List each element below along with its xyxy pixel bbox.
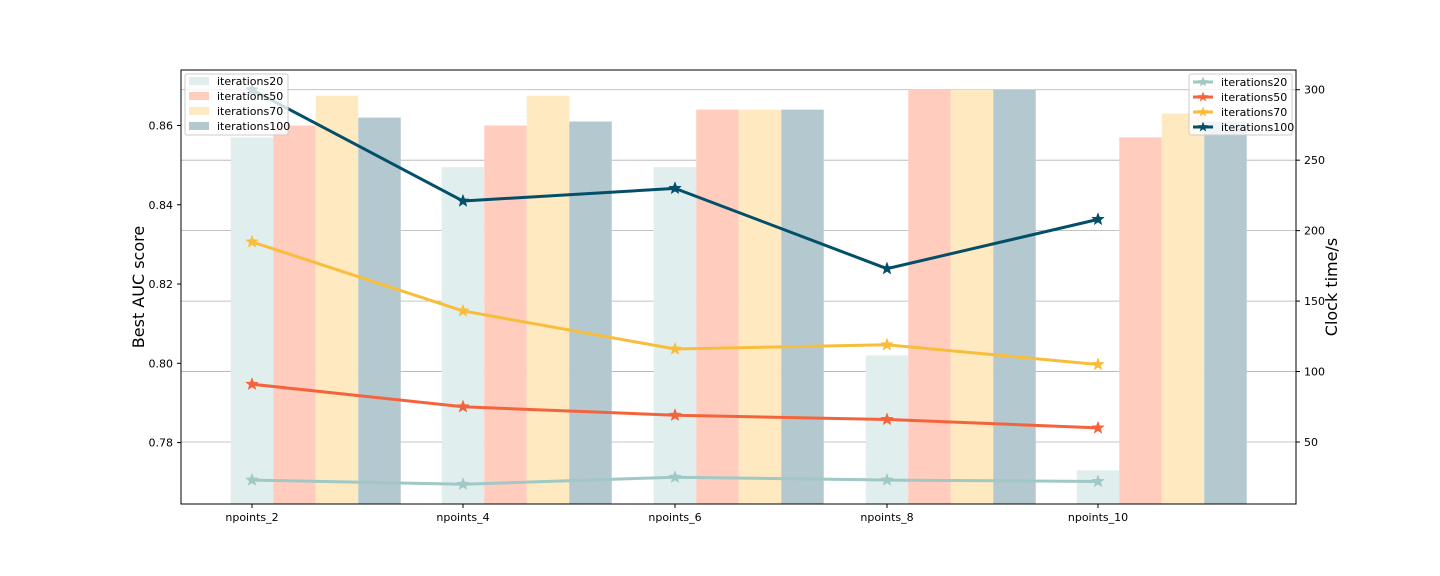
bar-iterations20-npoints_2	[230, 137, 274, 504]
marker-iterations100-npoints_6	[668, 181, 682, 195]
marker-iterations20-npoints_6	[668, 470, 682, 484]
bar-iterations70-npoints_2	[315, 95, 359, 504]
legend-bar-swatch-iterations100	[189, 122, 209, 130]
legend-bars: iterations20 iterations50 iterations70 iter…	[184, 73, 290, 136]
y-axis-right-title: Clock time/s	[1322, 238, 1341, 336]
marker-iterations50-npoints_8	[880, 412, 894, 426]
bar-iterations20-npoints_6	[653, 167, 697, 504]
bar-iterations100-npoints_8	[993, 89, 1036, 504]
legend-bar-label-iterations70: iterations70	[217, 105, 283, 118]
bar-iterations70-npoints_8	[950, 89, 994, 504]
legend-lines-frame	[1188, 73, 1293, 136]
marker-iterations70-npoints_10	[1091, 357, 1105, 371]
marker-iterations20-npoints_8	[880, 472, 894, 486]
marker-iterations70-npoints_8	[880, 337, 894, 351]
legend-line-marker-iterations50	[1197, 91, 1209, 102]
ytick-left-label-3: 0.84	[149, 199, 174, 212]
legend-bar-label-iterations50: iterations50	[217, 90, 283, 103]
bar-iterations50-npoints_2	[273, 125, 316, 504]
ytick-right-label-1: 100	[1304, 366, 1325, 379]
lines	[245, 82, 1105, 491]
marker-iterations50-npoints_2	[245, 377, 259, 391]
marker-iterations100-npoints_4	[456, 193, 470, 207]
legend-line-marker-iterations100	[1197, 121, 1209, 132]
bar-iterations70-npoints_6	[738, 109, 782, 504]
legend-bar-swatch-iterations70	[189, 107, 209, 115]
legend-bars-frame	[184, 73, 289, 136]
marker-iterations50-npoints_4	[456, 399, 470, 413]
bar-iterations70-npoints_4	[526, 95, 570, 504]
marker-iterations20-npoints_4	[456, 477, 470, 491]
marker-iterations70-npoints_2	[245, 234, 259, 248]
ytick-left-label-2: 0.82	[149, 278, 174, 291]
y-axis-left-title: Best AUC score	[129, 226, 148, 348]
bar-iterations50-npoints_8	[908, 89, 951, 504]
axes: 0.78 0.80 0.82 0.84 0.86 50 100 150 200 250 300 npo…	[149, 84, 1326, 524]
xtick-label-npoints_2: npoints_2	[225, 511, 278, 524]
marker-iterations20-npoints_2	[245, 472, 259, 486]
legend-line-label-iterations20: iterations20	[1221, 76, 1287, 89]
legend-bar-swatch-iterations50	[189, 92, 209, 100]
bar-iterations100-npoints_2	[358, 117, 401, 504]
legend-lines: iterations20 iterations50 iterations70 iter…	[1188, 73, 1294, 136]
xtick-label-npoints_10: npoints_10	[1068, 511, 1128, 524]
xtick-label-npoints_4: npoints_4	[436, 511, 489, 524]
marker-iterations100-npoints_8	[880, 261, 894, 275]
ytick-right-label-2: 150	[1304, 295, 1325, 308]
legend-line-label-iterations100: iterations100	[1221, 121, 1294, 134]
marker-iterations70-npoints_6	[668, 341, 682, 355]
legend-line-label-iterations70: iterations70	[1221, 106, 1287, 119]
marker-iterations70-npoints_4	[456, 303, 470, 317]
xtick-label-npoints_8: npoints_8	[860, 511, 913, 524]
legend-line-label-iterations50: iterations50	[1221, 91, 1287, 104]
legend-line-marker-iterations20	[1197, 76, 1209, 87]
plot-frame	[180, 69, 1297, 505]
marker-iterations50-npoints_10	[1091, 420, 1105, 434]
marker-iterations100-npoints_10	[1091, 212, 1105, 226]
ytick-left-label-4: 0.86	[149, 119, 174, 132]
bar-iterations100-npoints_6	[781, 109, 824, 504]
ytick-left-label-0: 0.78	[149, 437, 174, 450]
marker-iterations20-npoints_10	[1091, 474, 1105, 488]
bar-iterations100-npoints_4	[569, 121, 612, 504]
legend-bar-label-iterations100: iterations100	[217, 120, 290, 133]
ytick-right-label-0: 50	[1304, 436, 1318, 449]
bar-iterations20-npoints_4	[441, 167, 485, 504]
ytick-right-label-3: 200	[1304, 225, 1325, 238]
ytick-left-label-1: 0.80	[149, 357, 174, 370]
xtick-label-npoints_6: npoints_6	[648, 511, 701, 524]
legend-bar-label-iterations20: iterations20	[217, 75, 283, 88]
ytick-right-label-5: 300	[1304, 84, 1325, 97]
bar-iterations50-npoints_6	[696, 109, 739, 504]
bar-iterations50-npoints_10	[1119, 137, 1162, 504]
ytick-right-label-4: 250	[1304, 154, 1325, 167]
legend-line-marker-iterations70	[1197, 106, 1209, 117]
legend-bar-swatch-iterations20	[189, 77, 209, 85]
bar-iterations100-npoints_10	[1204, 121, 1247, 504]
bar-iterations70-npoints_10	[1161, 113, 1205, 504]
marker-iterations50-npoints_6	[668, 408, 682, 422]
